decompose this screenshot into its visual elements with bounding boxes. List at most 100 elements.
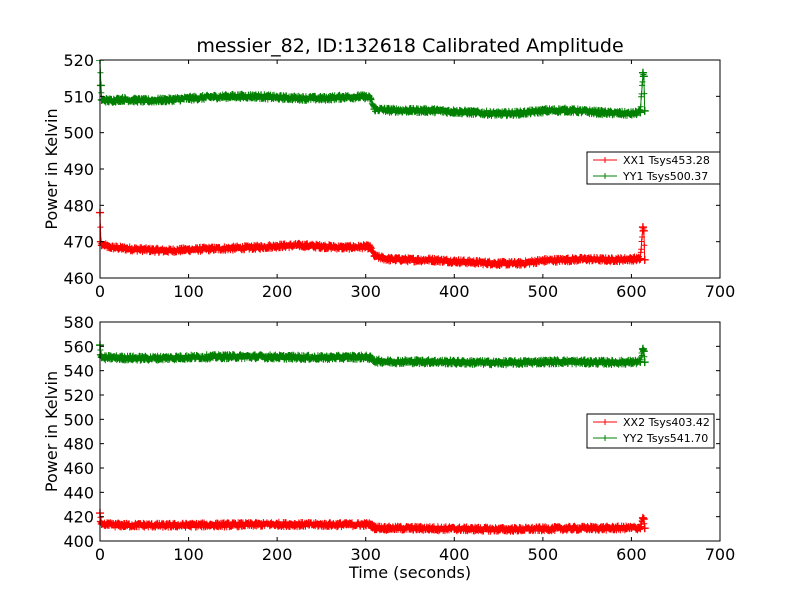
data-point (516, 259, 525, 268)
data-point (638, 223, 647, 232)
axes-frame (99, 321, 721, 542)
data-point (472, 358, 481, 367)
data-point (104, 353, 113, 362)
data-point (494, 525, 503, 534)
legend-label: YY2 Tsys541.70 (622, 432, 708, 445)
data-point (104, 96, 113, 105)
x-tick-label: 600 (616, 282, 647, 301)
data-point (339, 243, 348, 252)
legend: XX2 Tsys403.42 YY2 Tsys541.70 (586, 413, 715, 449)
data-point (428, 255, 437, 264)
series-markers (97, 60, 648, 120)
y-tick-label: 470 (63, 233, 94, 252)
x-tick-label: 200 (262, 545, 293, 564)
data-point (450, 524, 459, 533)
data-point (100, 95, 109, 104)
y-axis-label: Power in Kelvin (42, 108, 61, 229)
data-point (140, 245, 149, 254)
data-point (583, 107, 592, 116)
x-tick-label: 700 (705, 545, 736, 564)
data-point (472, 108, 481, 117)
data-point (406, 255, 414, 264)
data-point (366, 94, 375, 103)
data-point (538, 524, 547, 533)
data-point (516, 358, 525, 367)
data-point (627, 255, 636, 264)
data-point (366, 243, 375, 252)
data-point (472, 525, 481, 534)
data-point (639, 226, 648, 235)
data-point (639, 347, 648, 356)
data-point (538, 357, 547, 366)
x-tick-label: 700 (705, 282, 736, 301)
data-point (605, 358, 614, 367)
y-tick-label: 580 (63, 313, 94, 332)
data-point (118, 244, 127, 253)
data-point (516, 525, 525, 534)
data-point (184, 353, 193, 362)
data-point (640, 524, 649, 533)
data-point (472, 258, 481, 267)
legend-box (586, 151, 721, 185)
data-point (118, 95, 127, 104)
legend-marker (602, 173, 608, 179)
legend-label: YY1 Tsys500.37 (622, 170, 708, 183)
data-point (639, 72, 648, 81)
data-point (636, 254, 645, 263)
data-point (561, 524, 569, 533)
data-point (450, 257, 459, 266)
data-point (184, 521, 193, 530)
series-1 (96, 208, 649, 269)
data-point (366, 520, 375, 529)
x-tick-label: 400 (439, 282, 470, 301)
y-tick-label: 500 (63, 124, 94, 143)
data-point (206, 352, 215, 361)
data-point (100, 241, 109, 250)
data-point (206, 520, 215, 529)
y-tick-label: 480 (63, 196, 94, 215)
legend-marker (602, 157, 608, 163)
data-point (295, 94, 304, 103)
data-point (494, 109, 503, 118)
legend: XX1 Tsys453.28 YY1 Tsys500.37 (586, 151, 721, 185)
data-point (118, 353, 127, 362)
data-point (627, 109, 636, 118)
data-point (383, 357, 392, 366)
data-point (370, 105, 379, 114)
data-point (96, 81, 105, 90)
data-point (361, 353, 370, 362)
data-point (538, 256, 547, 265)
y-tick-label: 540 (63, 362, 94, 381)
y-tick-label: 480 (63, 435, 94, 454)
data-point (370, 523, 379, 532)
data-point (605, 255, 614, 264)
data-point (339, 93, 348, 102)
x-tick-label: 400 (439, 545, 470, 564)
data-point (383, 106, 392, 115)
y-tick-label: 510 (63, 87, 94, 106)
data-point (140, 521, 149, 530)
data-point (251, 520, 259, 529)
y-tick-label: 440 (63, 483, 94, 502)
data-point (273, 93, 282, 102)
data-point (640, 255, 649, 264)
x-tick-label: 100 (173, 282, 204, 301)
data-point (317, 94, 326, 103)
x-tick-label: 300 (350, 545, 381, 564)
data-point (640, 358, 649, 367)
x-tick-label: 600 (616, 545, 647, 564)
legend-box (586, 413, 715, 449)
data-point (140, 354, 149, 363)
data-point (428, 524, 437, 533)
data-point (561, 106, 569, 115)
data-point (339, 520, 348, 529)
x-tick-label: 500 (528, 282, 559, 301)
data-point (251, 92, 259, 101)
data-point (295, 520, 304, 529)
series-2 (96, 341, 649, 369)
y-tick-label: 520 (63, 386, 94, 405)
x-tick-label: 300 (350, 282, 381, 301)
data-point (251, 352, 259, 361)
legend-marker (602, 435, 608, 441)
